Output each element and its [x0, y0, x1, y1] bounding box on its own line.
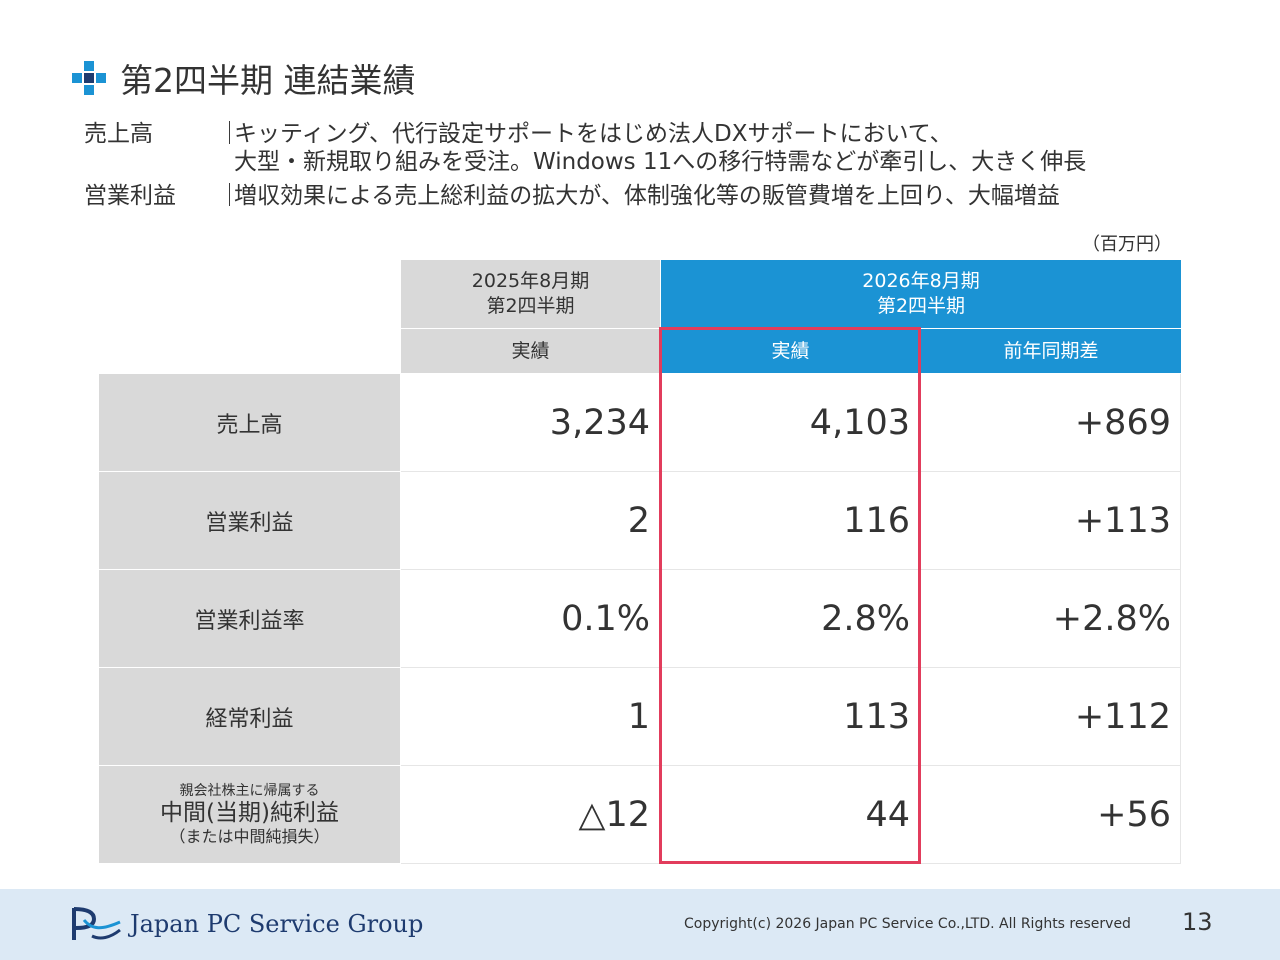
net-income-label-main: 中間(当期)純利益	[160, 799, 339, 826]
company-logo: Japan PC Service Group	[70, 906, 423, 942]
summary: 売上高 ｜ キッティング、代行設定サポートをはじめ法人DXサポートにおいて、 大…	[84, 120, 1204, 216]
ordinary-income-prev: 1	[401, 668, 660, 765]
summary-line: キッティング、代行設定サポートをはじめ法人DXサポートにおいて、	[234, 121, 953, 147]
summary-sales: 売上高 ｜ キッティング、代行設定サポートをはじめ法人DXサポートにおいて、 大…	[84, 120, 1204, 176]
header-yoy: 前年同期差	[921, 329, 1181, 373]
header-prev-period: 2025年8月期 第2四半期	[401, 260, 660, 328]
row-divider	[401, 569, 1181, 570]
header-curr-year: 2026年8月期	[862, 270, 980, 292]
summary-separator: ｜	[218, 121, 241, 147]
header-curr-actual: 実績	[661, 329, 920, 373]
sales-diff: +869	[921, 374, 1181, 471]
operating-income-diff: +113	[921, 472, 1181, 569]
row-label-net-income: 親会社株主に帰属する 中間(当期)純利益 （または中間純損失）	[99, 766, 400, 863]
net-income-prev: △12	[401, 766, 660, 863]
sales-curr: 4,103	[661, 374, 920, 471]
summary-operating-income: 営業利益 ｜ 増収効果による売上総利益の拡大が、体制強化等の販管費増を上回り、大…	[84, 182, 1204, 210]
operating-income-prev: 2	[401, 472, 660, 569]
summary-text: 増収効果による売上総利益の拡大が、体制強化等の販管費増を上回り、大幅増益	[234, 182, 1204, 210]
row-label-sales: 売上高	[99, 374, 400, 471]
summary-label: 営業利益	[84, 183, 176, 209]
logo-text: Japan PC Service Group	[130, 910, 424, 938]
summary-separator: ｜	[218, 183, 241, 209]
footer	[0, 889, 1280, 960]
net-income-label-bottom: （または中間純損失）	[169, 827, 330, 847]
net-income-diff: +56	[921, 766, 1181, 863]
summary-label: 売上高	[84, 121, 153, 147]
header-curr-period: 2026年8月期 第2四半期	[661, 260, 1181, 328]
sales-prev: 3,234	[401, 374, 660, 471]
unit-label: （百万円）	[1082, 234, 1172, 255]
row-label-operating-income: 営業利益	[99, 472, 400, 569]
operating-income-curr: 116	[661, 472, 920, 569]
net-income-label-top: 親会社株主に帰属する	[179, 782, 320, 799]
header-prev-year: 2025年8月期	[471, 270, 590, 292]
summary-text: キッティング、代行設定サポートをはじめ法人DXサポートにおいて、 大型・新規取り…	[234, 120, 1204, 176]
page-title: 第2四半期 連結業績	[120, 61, 416, 100]
slide-title-group: 第2四半期 連結業績	[72, 56, 416, 100]
ordinary-income-diff: +112	[921, 668, 1181, 765]
page-number: 13	[1182, 908, 1213, 936]
current-actual-highlight	[659, 327, 921, 864]
header-prev-quarter: 第2四半期	[486, 295, 575, 317]
plus-cross-icon	[72, 61, 106, 95]
summary-line: 大型・新規取り組みを受注。Windows 11への移行特需などが牽引し、大きく伸…	[234, 149, 1087, 175]
row-divider	[401, 667, 1181, 668]
net-income-curr: 44	[661, 766, 920, 863]
header-curr-quarter: 第2四半期	[876, 295, 966, 317]
header-prev-actual: 実績	[401, 329, 660, 373]
row-label-ordinary-income: 経常利益	[99, 668, 400, 765]
summary-line: 増収効果による売上総利益の拡大が、体制強化等の販管費増を上回り、大幅増益	[234, 183, 1060, 209]
operating-margin-curr: 2.8%	[661, 570, 920, 667]
row-divider	[401, 471, 1181, 472]
operating-margin-diff: +2.8%	[921, 570, 1181, 667]
operating-margin-prev: 0.1%	[401, 570, 660, 667]
ordinary-income-curr: 113	[661, 668, 920, 765]
row-label-operating-margin: 営業利益率	[99, 570, 400, 667]
col-divider	[1180, 374, 1181, 864]
pc-logo-icon	[72, 907, 121, 940]
copyright: Copyright(c) 2026 Japan PC Service Co.,L…	[684, 916, 1131, 932]
row-divider	[401, 765, 1181, 766]
